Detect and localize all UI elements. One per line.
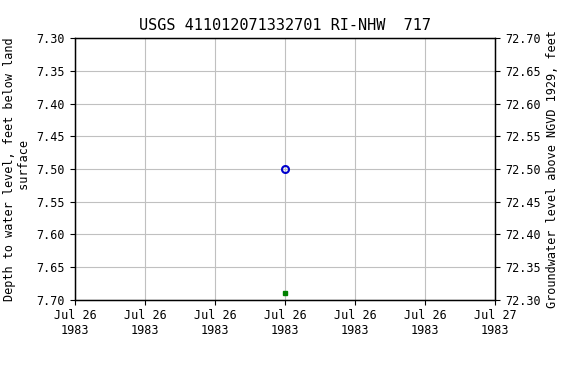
Y-axis label: Depth to water level, feet below land
 surface: Depth to water level, feet below land su… xyxy=(3,37,31,301)
Title: USGS 411012071332701 RI-NHW  717: USGS 411012071332701 RI-NHW 717 xyxy=(139,18,431,33)
Y-axis label: Groundwater level above NGVD 1929, feet: Groundwater level above NGVD 1929, feet xyxy=(546,30,559,308)
